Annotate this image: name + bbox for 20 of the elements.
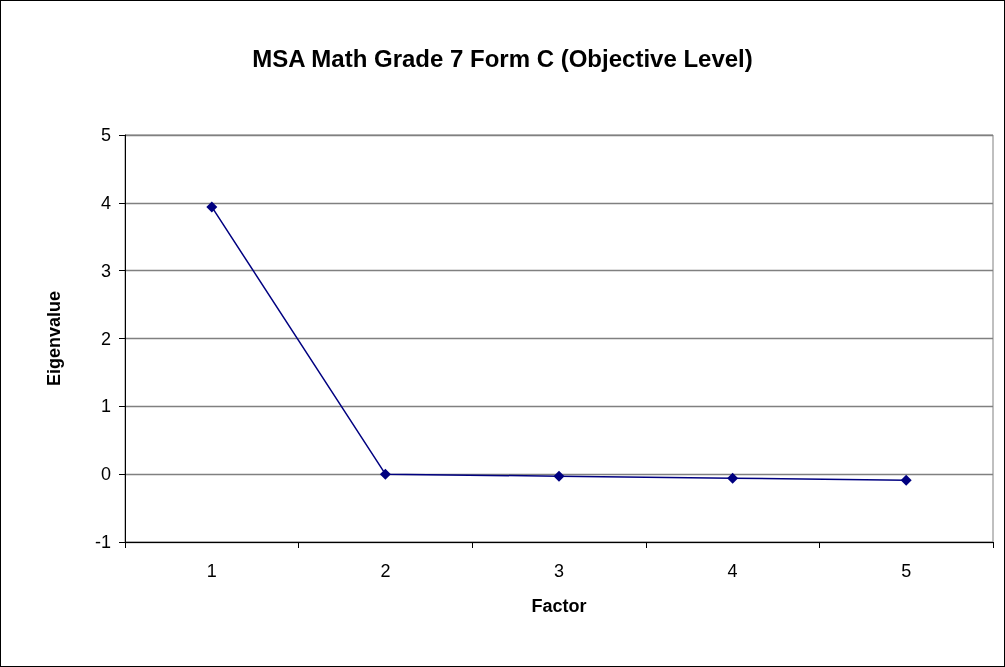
y-tick-label: 4 (100, 192, 111, 213)
x-tick-label: 5 (901, 561, 912, 581)
y-axis-title: Eigenvalue (44, 290, 64, 387)
point (900, 474, 912, 486)
x-tick-label: 1 (206, 561, 217, 581)
chart-title: MSA Math Grade 7 Form C (Objective Level) (252, 44, 753, 72)
x-axis-title: Factor (531, 596, 587, 616)
x-tick-label: 2 (380, 561, 391, 581)
y-tick-label: 0 (100, 464, 111, 485)
point (553, 470, 565, 482)
point (379, 468, 391, 480)
point (727, 472, 739, 484)
x-tick-label: 3 (553, 561, 565, 581)
y-tick-label: 2 (100, 328, 111, 349)
y-tick-label: 5 (100, 125, 111, 145)
point (206, 201, 218, 213)
y-tick-label: -1 (94, 532, 111, 552)
y-tick-label: 3 (100, 260, 111, 281)
x-tick-label: 4 (727, 561, 738, 581)
y-tick-label: 1 (100, 396, 111, 417)
